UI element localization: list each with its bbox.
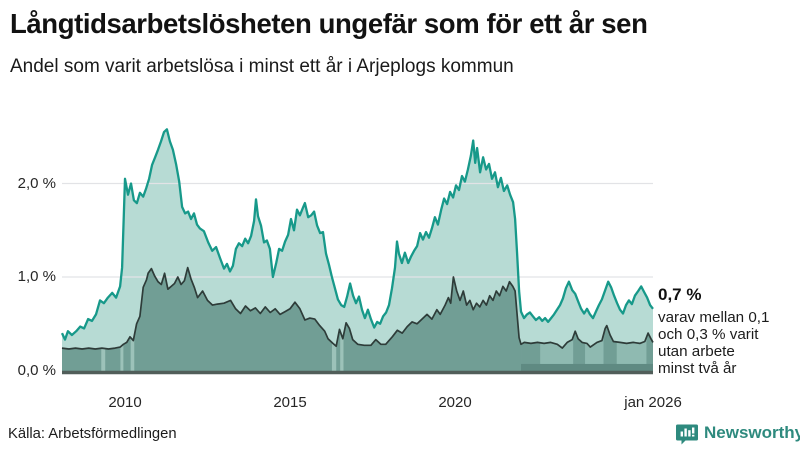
page-subtitle: Andel som varit arbetslösa i minst ett å…: [10, 56, 514, 77]
source-credit: Källa: Arbetsförmedlingen: [8, 426, 177, 442]
y-tick-label: 0,0 %: [17, 361, 56, 379]
y-tick-label: 1,0 %: [17, 268, 56, 285]
x-tick-label: 2010: [108, 394, 142, 411]
x-tick-label: jan 2026: [624, 394, 682, 411]
annotation-text: varav mellan 0,1 och 0,3 % varit utan ar…: [658, 309, 769, 377]
x-tick-label: 2015: [273, 394, 307, 411]
newsworthy-brand-text: Newsworthy: [704, 423, 800, 442]
annotation-line: och 0,3 % varit: [658, 326, 759, 343]
annotation-line: utan arbete: [658, 343, 735, 360]
x-tick-label: 2020: [438, 394, 472, 411]
newsworthy-logo[interactable]: Newsworthy: [676, 421, 800, 445]
annotation-line: minst två år: [658, 360, 737, 377]
last-value-annotation: 0,7 %: [658, 285, 702, 304]
page-title: Långtidsarbetslösheten ungefär som för e…: [10, 8, 648, 39]
y-tick-label: 2,0 %: [17, 174, 56, 192]
newsworthy-logo-icon: [676, 424, 698, 444]
annotation-line: varav mellan 0,1: [658, 309, 770, 326]
